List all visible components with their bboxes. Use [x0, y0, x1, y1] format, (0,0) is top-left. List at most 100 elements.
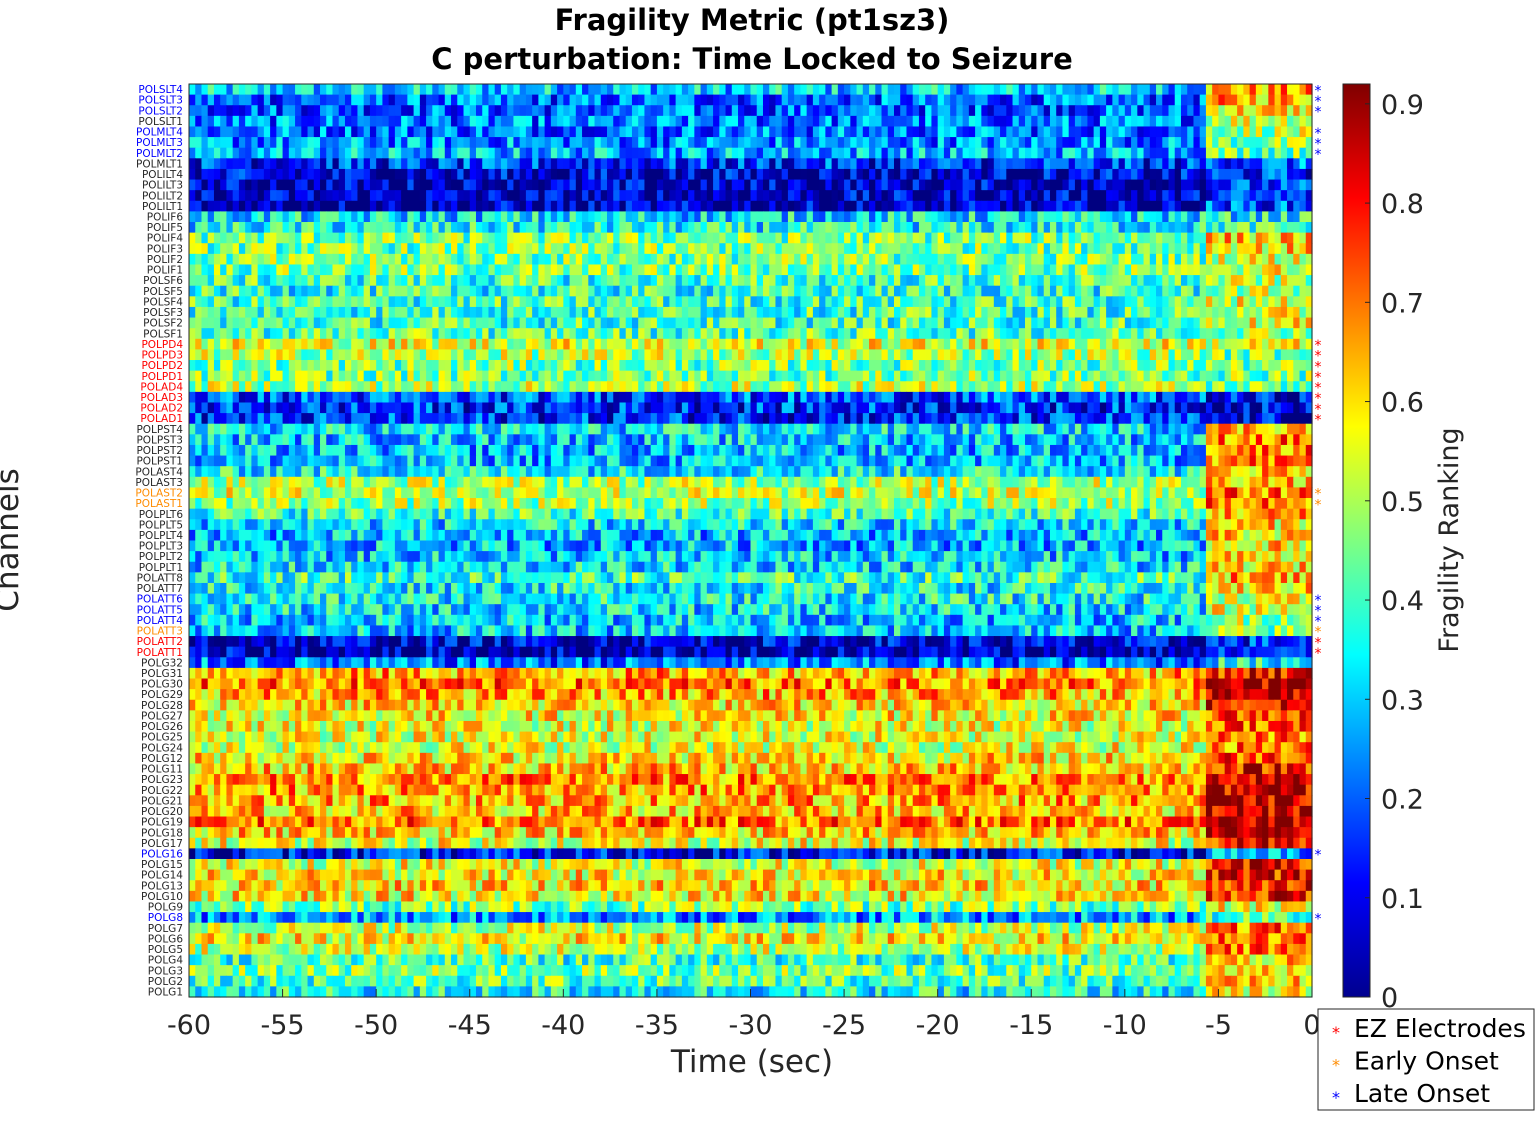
heatmap-cell: [444, 306, 452, 319]
heatmap-cell: [550, 222, 558, 234]
heatmap-cell: [494, 126, 502, 138]
heatmap-cell: [713, 360, 720, 372]
heatmap-cell: [931, 168, 939, 181]
heatmap-cell: [625, 360, 633, 372]
heatmap-cell: [850, 137, 858, 149]
heatmap-cell: [962, 264, 970, 276]
heatmap-cell: [226, 349, 234, 361]
heatmap-cell: [270, 328, 277, 340]
heatmap-cell: [993, 147, 1001, 159]
heatmap-cell: [613, 349, 621, 361]
heatmap-cell: [1174, 168, 1182, 181]
heatmap-cell: [1237, 168, 1244, 181]
heatmap-cell: [519, 264, 527, 276]
heatmap-cell: [719, 317, 727, 329]
heatmap-cell: [1187, 84, 1195, 96]
heatmap-cell: [557, 338, 564, 351]
heatmap-cell: [550, 105, 558, 117]
heatmap-cell: [419, 328, 427, 340]
heatmap-cell: [1093, 232, 1101, 244]
heatmap-cell: [1187, 158, 1195, 170]
heatmap-cell: [338, 296, 346, 308]
heatmap-cell: [413, 232, 421, 244]
heatmap-cell: [1193, 296, 1201, 308]
heatmap-cell: [875, 126, 883, 138]
heatmap-cell: [582, 211, 589, 223]
heatmap-cell: [738, 168, 745, 181]
heatmap-cell: [600, 306, 608, 319]
heatmap-cell: [962, 147, 970, 159]
heatmap-cell: [862, 243, 870, 255]
heatmap-cell: [238, 306, 246, 319]
heatmap-cell: [738, 115, 745, 128]
heatmap-cell: [931, 84, 939, 96]
heatmap-cell: [1106, 232, 1113, 244]
heatmap-cell: [1193, 94, 1201, 106]
heatmap-cell: [1056, 243, 1064, 255]
heatmap-cell: [981, 306, 989, 319]
heatmap-cell: [900, 285, 908, 297]
heatmap-cell: [532, 275, 539, 287]
heatmap-cell: [532, 84, 539, 96]
heatmap-cell: [363, 232, 371, 244]
heatmap-cell: [1081, 222, 1088, 234]
heatmap-cell: [563, 126, 571, 138]
heatmap-cell: [893, 360, 901, 372]
heatmap-cell: [563, 211, 571, 223]
heatmap-cell: [189, 285, 196, 297]
heatmap-cell: [532, 360, 539, 372]
heatmap-cell: [744, 158, 752, 170]
heatmap-cell: [594, 94, 602, 106]
heatmap-cell: [332, 285, 340, 297]
heatmap-cell: [201, 275, 209, 287]
heatmap-cell: [1168, 147, 1176, 159]
heatmap-cell: [975, 211, 982, 223]
heatmap-cell: [201, 349, 209, 361]
heatmap-cell: [544, 94, 552, 106]
heatmap-cell: [937, 349, 945, 361]
heatmap-cell: [688, 115, 695, 128]
heatmap-cell: [463, 275, 471, 287]
heatmap-cell: [812, 253, 820, 266]
heatmap-cell: [1224, 222, 1232, 234]
heatmap-cell: [638, 264, 646, 276]
heatmap-cell: [519, 84, 527, 96]
heatmap-cell: [950, 211, 957, 223]
heatmap-cell: [557, 126, 564, 138]
heatmap-cell: [557, 158, 564, 170]
heatmap-cell: [1224, 158, 1232, 170]
heatmap-cell: [875, 84, 883, 96]
heatmap-cell: [1249, 222, 1257, 234]
heatmap-cell: [1174, 105, 1182, 117]
heatmap-cell: [494, 200, 502, 212]
heatmap-cell: [1006, 211, 1014, 223]
heatmap-cell: [238, 328, 246, 340]
heatmap-cell: [906, 168, 914, 181]
heatmap-cell: [238, 243, 246, 255]
heatmap-cell: [607, 306, 614, 319]
heatmap-cell: [950, 306, 957, 319]
heatmap-cell: [1287, 211, 1294, 223]
heatmap-cell: [282, 338, 290, 351]
heatmap-cell: [750, 317, 758, 329]
heatmap-cell: [444, 200, 452, 212]
heatmap-cell: [307, 200, 315, 212]
heatmap-cell: [1049, 243, 1057, 255]
heatmap-cell: [869, 317, 876, 329]
heatmap-cell: [394, 222, 402, 234]
heatmap-cell: [332, 200, 340, 212]
heatmap-cell: [781, 179, 789, 191]
heatmap-cell: [238, 200, 246, 212]
heatmap-cell: [1000, 179, 1007, 191]
heatmap-cell: [1093, 168, 1101, 181]
heatmap-cell: [656, 168, 664, 181]
heatmap-cell: [226, 105, 234, 117]
heatmap-cell: [600, 232, 608, 244]
heatmap-cell: [507, 158, 515, 170]
heatmap-cell: [769, 200, 777, 212]
heatmap-cell: [956, 168, 964, 181]
heatmap-cell: [1280, 147, 1288, 159]
heatmap-cell: [856, 370, 864, 382]
heatmap-cell: [669, 158, 677, 170]
heatmap-cell: [638, 126, 646, 138]
